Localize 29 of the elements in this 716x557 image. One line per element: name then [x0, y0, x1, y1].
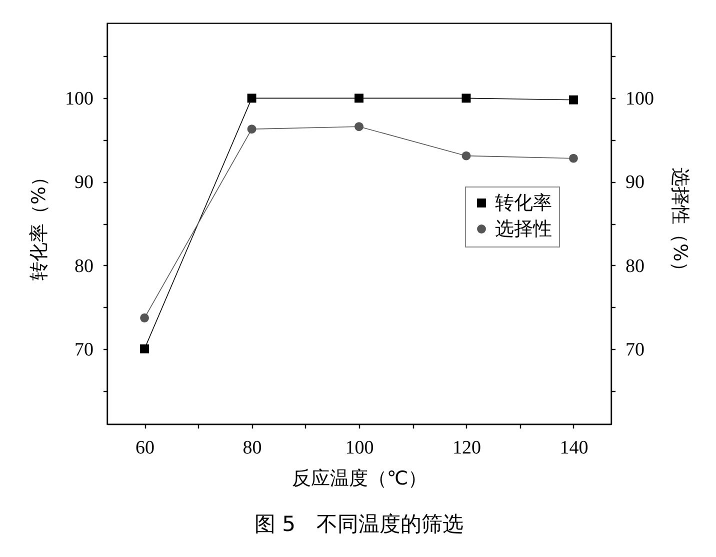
point — [354, 94, 364, 103]
x-tick-label: 140 — [560, 438, 588, 458]
point — [140, 313, 150, 322]
point — [462, 151, 471, 160]
y-axis-title: 转化率（%） — [28, 167, 50, 281]
x-tick-label: 80 — [242, 438, 262, 458]
y-tick-label: 90 — [74, 172, 94, 194]
x-tick-label: 60 — [136, 438, 155, 458]
text: 图 5 不同温度的筛选 — [254, 512, 464, 536]
y2-axis-title: 选择性（%） — [669, 167, 691, 281]
y2-tick-label: 90 — [626, 172, 644, 194]
point — [568, 95, 578, 104]
y2-tick-label: 100 — [626, 88, 654, 110]
point — [462, 94, 471, 103]
x-axis-title: 反应温度（℃） — [292, 468, 428, 490]
y2-tick-label: 70 — [626, 339, 644, 360]
point — [568, 154, 578, 163]
y-tick-label: 70 — [74, 339, 94, 360]
y-tick-label: 100 — [65, 88, 94, 110]
point — [247, 94, 256, 103]
y2-tick-label: 80 — [626, 256, 644, 277]
x-tick-label: 120 — [452, 438, 481, 458]
legend-label: 转化率 — [495, 192, 552, 214]
point — [354, 122, 364, 132]
legend-label: 选择性 — [495, 218, 552, 240]
y-tick-label: 80 — [74, 256, 94, 277]
x-tick-label: 100 — [345, 438, 374, 458]
point — [247, 124, 256, 134]
point — [140, 344, 150, 354]
